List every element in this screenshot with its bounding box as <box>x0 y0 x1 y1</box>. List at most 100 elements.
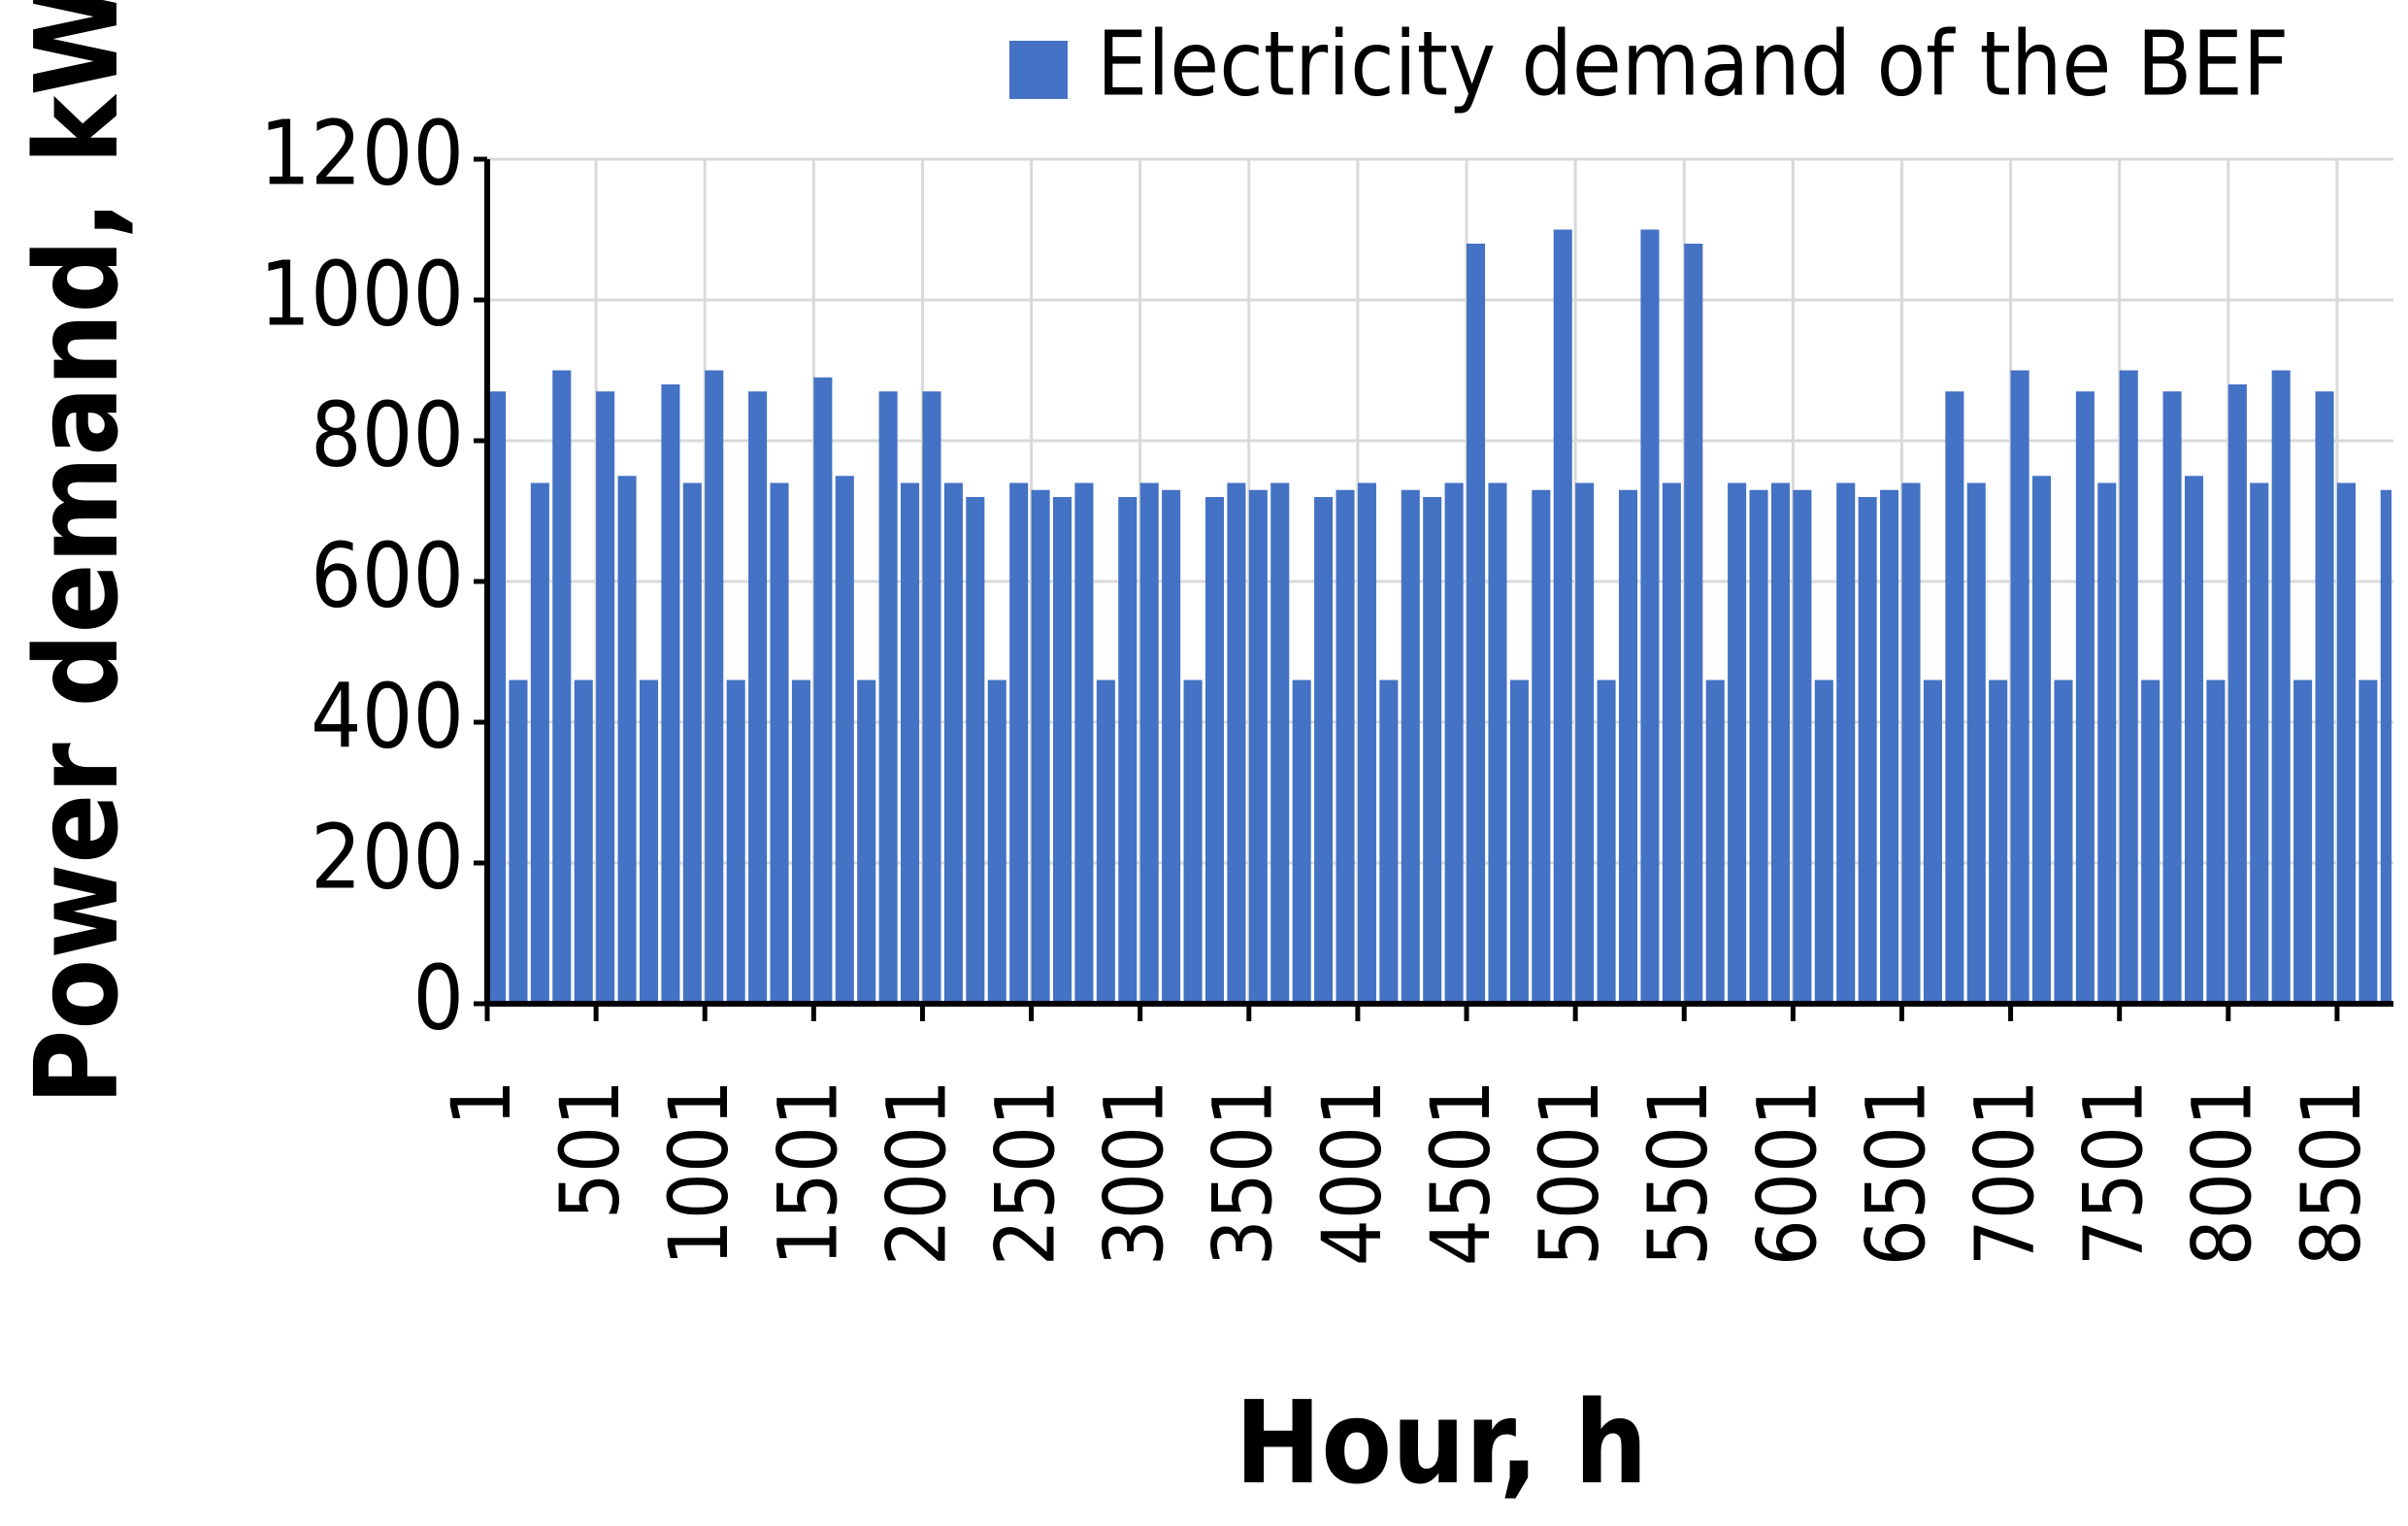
x-tick-label: 7501 <box>2066 1079 2161 1266</box>
bar <box>596 391 615 1004</box>
bar <box>1836 482 1856 1004</box>
bar <box>2293 680 2313 1004</box>
bar <box>1793 489 1812 1004</box>
bar <box>2162 391 2182 1004</box>
bar <box>966 497 985 1004</box>
bar <box>1575 482 1595 1004</box>
bar <box>1314 497 1334 1004</box>
bar <box>705 370 724 1004</box>
axes <box>474 156 2393 1021</box>
bar <box>1270 482 1290 1004</box>
bar <box>574 680 593 1004</box>
bar <box>813 377 833 1004</box>
x-tick-label: 6001 <box>1739 1079 1834 1266</box>
bar <box>1248 489 1268 1004</box>
x-axis-title: Hour, h <box>1235 1376 1647 1509</box>
x-tick-label: 8001 <box>2175 1079 2270 1266</box>
bar <box>2054 680 2073 1004</box>
bar <box>2075 391 2095 1004</box>
bar <box>1684 244 1703 1004</box>
bar <box>1989 680 2008 1004</box>
x-tick-label: 3001 <box>1087 1079 1182 1266</box>
bar <box>1379 680 1399 1004</box>
bar <box>1749 489 1768 1004</box>
bar <box>1204 497 1225 1004</box>
bar <box>2271 370 2291 1004</box>
bar <box>2250 482 2269 1004</box>
y-tick-label: 800 <box>311 382 464 486</box>
bar <box>1444 482 1464 1004</box>
bar <box>617 476 637 1004</box>
legend-label: Electricity demand of the BEF <box>1097 12 2289 116</box>
bar <box>2032 476 2052 1004</box>
bar <box>726 680 745 1004</box>
x-tick-label: 1 <box>434 1079 529 1126</box>
x-tick-label: 3501 <box>1196 1079 1291 1266</box>
bar <box>2380 489 2392 1004</box>
x-tick-label: 2001 <box>869 1079 964 1266</box>
bar <box>1401 489 1420 1004</box>
bar <box>2315 391 2334 1004</box>
y-tick-label: 400 <box>311 664 464 768</box>
x-tick-label: 5001 <box>1522 1079 1617 1266</box>
bar <box>2336 482 2356 1004</box>
bar <box>1923 680 1942 1004</box>
bar <box>1292 680 1311 1004</box>
bar <box>2119 370 2138 1004</box>
x-tick-label: 5501 <box>1631 1079 1726 1266</box>
bar <box>2010 370 2029 1004</box>
bar <box>2227 384 2247 1004</box>
bar <box>1880 489 1899 1004</box>
bar <box>922 391 941 1004</box>
bar <box>1597 680 1616 1004</box>
x-tick-label: 4001 <box>1304 1079 1400 1266</box>
bar <box>2141 680 2161 1004</box>
y-axis-title: Power demand, kW <box>10 0 144 1105</box>
bar <box>1074 482 1094 1004</box>
bar <box>639 680 659 1004</box>
bar <box>1728 482 1747 1004</box>
bar <box>1858 497 1877 1004</box>
bar <box>878 391 898 1004</box>
bar <box>1945 391 1964 1004</box>
bar <box>748 391 768 1004</box>
y-tick-label: 1000 <box>259 242 464 346</box>
bar <box>1357 482 1376 1004</box>
bar <box>1162 489 1181 1004</box>
bar <box>1183 680 1203 1004</box>
bar <box>682 482 702 1004</box>
x-tick-label: 1501 <box>760 1079 855 1266</box>
bar <box>1227 482 1246 1004</box>
bar <box>1966 482 1986 1004</box>
bar <box>1640 229 1660 1004</box>
x-tick-label: 8501 <box>2284 1079 2379 1266</box>
bar <box>1901 482 1921 1004</box>
y-tick-label: 1200 <box>259 101 464 205</box>
bar <box>661 384 680 1004</box>
bar <box>509 680 528 1004</box>
bar <box>1509 680 1529 1004</box>
legend-swatch <box>1009 41 1068 99</box>
x-tick-label: 6501 <box>1848 1079 1943 1266</box>
bar <box>1096 680 1115 1004</box>
bar <box>2184 476 2204 1004</box>
bar <box>2097 482 2117 1004</box>
bar <box>943 482 963 1004</box>
bars <box>487 229 2392 1004</box>
bar <box>2206 680 2226 1004</box>
x-tick-label: 7001 <box>1958 1079 2053 1266</box>
bar <box>770 482 789 1004</box>
bar <box>1662 482 1681 1004</box>
bar <box>987 680 1006 1004</box>
y-tick-label: 0 <box>412 945 464 1049</box>
bar <box>1118 497 1138 1004</box>
bar <box>1618 489 1638 1004</box>
x-tick-label: 2501 <box>978 1079 1073 1266</box>
bar <box>487 391 507 1004</box>
bar <box>1467 244 1486 1004</box>
bar <box>1139 482 1159 1004</box>
bar <box>1532 489 1551 1004</box>
bar <box>901 482 920 1004</box>
bar <box>1488 482 1507 1004</box>
